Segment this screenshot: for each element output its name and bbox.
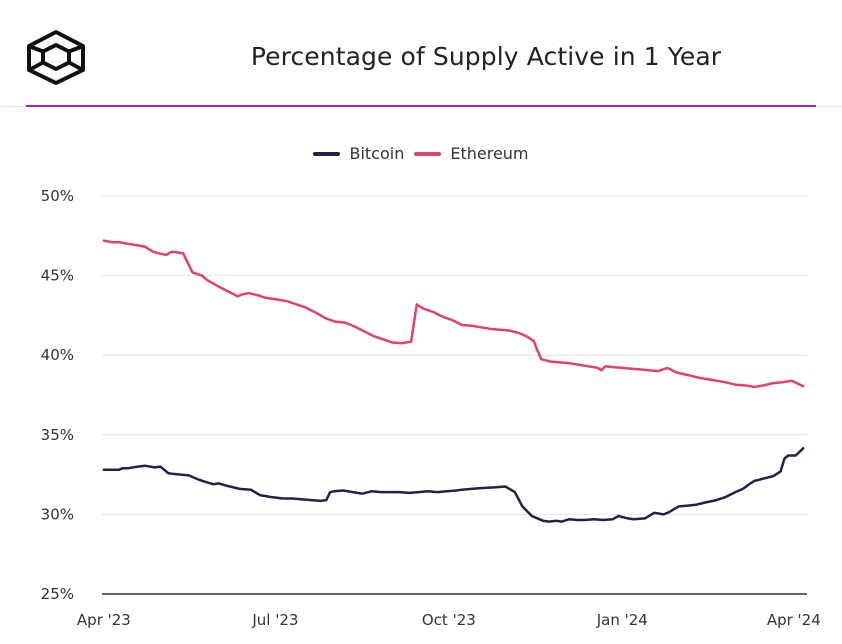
chart-header: Percentage of Supply Active in 1 Year bbox=[0, 0, 842, 106]
legend-swatch-ethereum bbox=[414, 151, 442, 156]
x-tick-label: Apr '24 bbox=[767, 611, 821, 629]
chart-title: Percentage of Supply Active in 1 Year bbox=[250, 42, 722, 71]
series-line-ethereum[interactable] bbox=[102, 239, 805, 389]
chart-legend: Bitcoin Ethereum bbox=[0, 144, 842, 163]
legend-item-ethereum[interactable]: Ethereum bbox=[414, 144, 529, 163]
y-tick-label: 30% bbox=[41, 505, 74, 523]
x-axis-labels: Apr '23 Jul '23 Oct '23 Jan '24 Apr '24 bbox=[77, 611, 821, 629]
y-tick-label: 25% bbox=[41, 585, 74, 603]
x-tick-label: Jul '23 bbox=[251, 611, 298, 629]
legend-label-ethereum: Ethereum bbox=[450, 144, 529, 163]
y-tick-label: 45% bbox=[41, 267, 74, 285]
y-tick-label: 40% bbox=[41, 346, 74, 364]
x-tick-label: Jan '24 bbox=[596, 611, 648, 629]
series-line-bitcoin[interactable] bbox=[102, 447, 805, 523]
legend-swatch-bitcoin bbox=[313, 151, 341, 156]
y-tick-label: 50% bbox=[41, 187, 74, 205]
y-axis-labels: 25% 30% 35% 40% 45% 50% bbox=[41, 187, 74, 603]
series-lines bbox=[102, 239, 805, 523]
legend-item-bitcoin[interactable]: Bitcoin bbox=[313, 144, 404, 163]
x-tick-label: Oct '23 bbox=[422, 611, 476, 629]
header-accent-line bbox=[26, 105, 816, 107]
block-logo-icon bbox=[27, 30, 85, 85]
legend-label-bitcoin: Bitcoin bbox=[349, 144, 405, 163]
grid-lines bbox=[102, 195, 807, 595]
y-tick-label: 35% bbox=[41, 426, 74, 444]
x-tick-label: Apr '23 bbox=[77, 611, 131, 629]
